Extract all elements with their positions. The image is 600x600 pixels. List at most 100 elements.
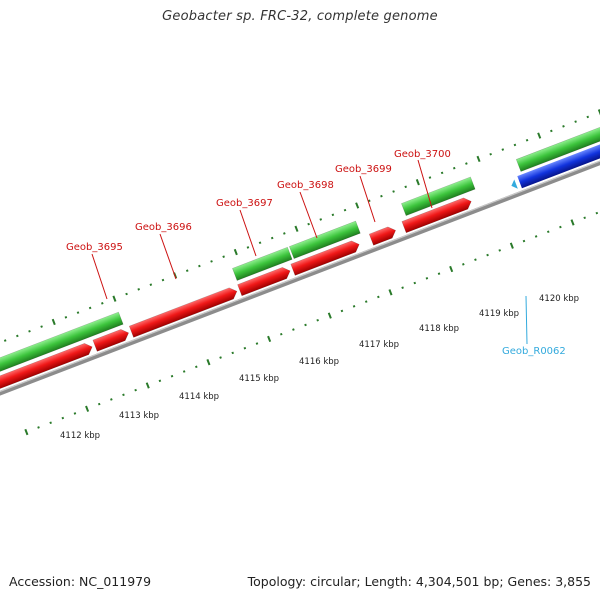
inner-tick bbox=[37, 426, 40, 429]
inner-tick bbox=[182, 370, 186, 373]
gene-forward-3[interactable] bbox=[289, 220, 361, 259]
outer-tick bbox=[233, 248, 238, 256]
inner-tick bbox=[304, 323, 307, 327]
outer-tick bbox=[428, 176, 432, 179]
geob-3698-leader-line bbox=[299, 191, 318, 239]
geob-r0062-label[interactable]: Geob_R0062 bbox=[502, 346, 566, 357]
outer-tick bbox=[440, 171, 444, 175]
gene-reverse-1[interactable] bbox=[0, 341, 94, 404]
inner-tick bbox=[24, 428, 29, 436]
geob-3697-leader-line bbox=[239, 209, 257, 257]
gene-forward-4[interactable] bbox=[401, 176, 476, 216]
scale-label: 4113 kbp bbox=[119, 411, 159, 421]
outer-tick bbox=[16, 334, 19, 338]
scale-label: 4118 kbp bbox=[419, 324, 459, 334]
geob-3697-label[interactable]: Geob_3697 bbox=[216, 198, 273, 209]
outer-tick bbox=[101, 302, 104, 305]
outer-tick bbox=[3, 339, 7, 342]
geob-3700-label[interactable]: Geob_3700 bbox=[394, 149, 451, 160]
outer-tick bbox=[40, 325, 43, 328]
outer-tick bbox=[452, 166, 456, 170]
inner-tick bbox=[509, 242, 514, 249]
gene-reverse-2[interactable] bbox=[92, 327, 131, 352]
gene-reverse-6[interactable] bbox=[368, 225, 398, 246]
geob-r0062-leader-line bbox=[525, 295, 528, 345]
outer-tick bbox=[343, 208, 347, 212]
geob-3696-leader-line bbox=[159, 233, 177, 280]
inner-tick bbox=[425, 277, 429, 280]
outer-tick bbox=[246, 246, 250, 249]
geob-3698-label[interactable]: Geob_3698 bbox=[277, 180, 334, 191]
backbone-highlight bbox=[0, 133, 600, 407]
scale-label: 4112 kbp bbox=[60, 431, 100, 441]
geob-3696-label[interactable]: Geob_3696 bbox=[135, 222, 192, 233]
inner-tick bbox=[388, 289, 393, 296]
outer-tick bbox=[476, 155, 481, 163]
map-title: Geobacter sp. FRC-32, complete genome bbox=[162, 9, 438, 24]
outer-tick bbox=[380, 194, 383, 198]
inner-tick bbox=[231, 351, 235, 355]
outer-tick bbox=[489, 152, 492, 156]
outer-tick bbox=[562, 124, 565, 128]
genome-stats-text: Topology: circular; Length: 4,304,501 bp… bbox=[247, 574, 591, 589]
inner-tick bbox=[546, 230, 550, 234]
geob-3695-label[interactable]: Geob_3695 bbox=[66, 242, 123, 253]
outer-tick bbox=[537, 132, 542, 139]
inner-tick bbox=[195, 365, 198, 369]
inner-tick bbox=[243, 346, 247, 350]
outer-tick bbox=[513, 143, 517, 147]
inner-tick bbox=[327, 312, 332, 319]
inner-tick bbox=[316, 318, 319, 322]
outer-tick bbox=[125, 292, 128, 296]
inner-tick bbox=[401, 286, 404, 289]
backbone bbox=[0, 133, 600, 410]
inner-tick bbox=[437, 272, 441, 275]
outer-tick bbox=[307, 222, 310, 226]
scale-label: 4115 kbp bbox=[239, 374, 279, 384]
inner-tick bbox=[122, 393, 125, 397]
gene-reverse-4[interactable] bbox=[237, 265, 293, 297]
gene-rna-1[interactable] bbox=[517, 133, 600, 189]
outer-tick bbox=[64, 316, 68, 319]
outer-tick bbox=[210, 260, 213, 263]
scale-label: 4117 kbp bbox=[359, 340, 399, 350]
outer-tick bbox=[198, 264, 201, 268]
outer-tick bbox=[319, 218, 323, 221]
outer-tick bbox=[258, 241, 262, 245]
outer-tick bbox=[137, 288, 140, 291]
inner-tick bbox=[352, 304, 356, 308]
inner-tick bbox=[279, 332, 283, 336]
inner-tick bbox=[595, 211, 599, 215]
inner-tick bbox=[49, 421, 52, 425]
outer-tick bbox=[392, 190, 395, 193]
inner-tick bbox=[498, 249, 502, 252]
inner-tick bbox=[110, 398, 113, 401]
inner-tick bbox=[534, 235, 538, 238]
inner-tick bbox=[413, 281, 417, 285]
outer-tick bbox=[270, 236, 274, 240]
gene-reverse-5[interactable] bbox=[290, 239, 362, 276]
outer-tick bbox=[222, 255, 225, 259]
gene-reverse-7[interactable] bbox=[401, 196, 474, 234]
inner-tick bbox=[462, 263, 465, 266]
inner-tick bbox=[522, 239, 526, 243]
geob-3700-leader-line bbox=[417, 159, 433, 209]
outer-tick bbox=[586, 115, 590, 119]
inner-tick bbox=[559, 225, 562, 229]
outer-tick bbox=[465, 162, 468, 165]
geob-3699-label[interactable]: Geob_3699 bbox=[335, 164, 392, 175]
inner-tick bbox=[85, 405, 90, 412]
scale-label: 4119 kbp bbox=[479, 309, 519, 319]
inner-tick bbox=[170, 374, 174, 378]
outer-tick bbox=[331, 213, 335, 217]
outer-tick bbox=[574, 120, 577, 123]
gene-forward-2[interactable] bbox=[232, 246, 293, 281]
outer-tick bbox=[525, 138, 529, 142]
inner-tick bbox=[583, 216, 586, 220]
gene-reverse-3[interactable] bbox=[128, 286, 239, 338]
gene-forward-1[interactable] bbox=[0, 311, 124, 390]
outer-tick bbox=[76, 311, 80, 314]
outer-tick bbox=[283, 232, 286, 235]
inner-tick bbox=[97, 402, 101, 406]
